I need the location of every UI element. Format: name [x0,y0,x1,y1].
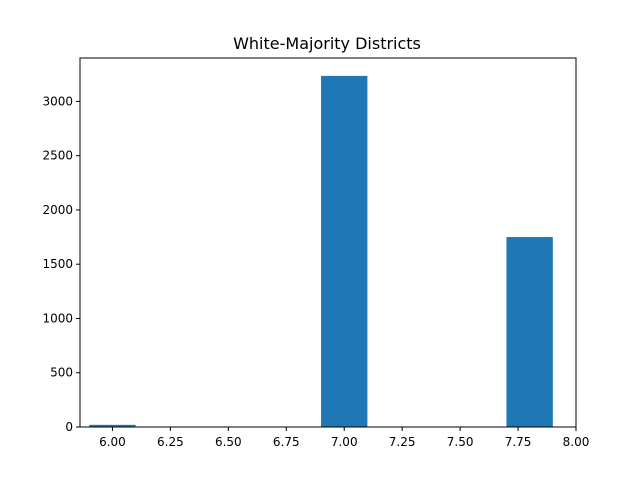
x-tick-label: 7.50 [447,435,474,449]
x-tick-label: 7.00 [331,435,358,449]
x-tick-label: 8.00 [563,435,590,449]
x-tick-label: 6.50 [215,435,242,449]
y-axis: 0 500 1000 1500 2000 2500 3000 [42,94,80,434]
y-tick-label: 3000 [42,94,73,108]
x-tick-label: 6.75 [273,435,300,449]
y-tick-label: 2500 [42,149,73,163]
x-tick-label: 6.00 [99,435,126,449]
y-tick-label: 2000 [42,203,73,217]
y-tick-label: 0 [65,420,73,434]
plot-frame [79,57,577,428]
bar-1 [321,75,368,428]
x-axis: 6.00 6.25 6.50 6.75 7.00 7.25 7.50 7.75 8.00 [99,427,589,449]
y-tick-label: 1500 [42,257,73,271]
bar-0 [89,424,136,427]
y-tick-label: 500 [50,366,73,380]
x-tick-label: 7.75 [505,435,532,449]
bars [89,75,553,428]
chart-title: White-Majority Districts [233,34,421,53]
bar-2 [506,237,553,427]
y-tick-label: 1000 [42,311,73,325]
x-tick-label: 6.25 [157,435,184,449]
x-tick-label: 7.25 [389,435,416,449]
